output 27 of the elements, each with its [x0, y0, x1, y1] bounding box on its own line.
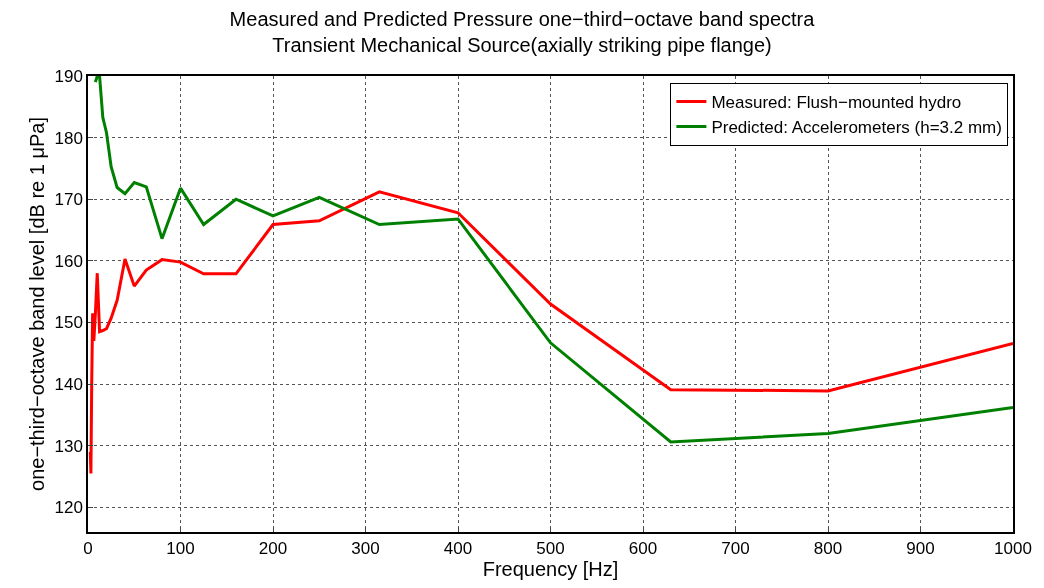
x-tick-label: 200: [258, 539, 288, 559]
chart-subtitle: Transient Mechanical Source(axially striking pipe flange): [272, 34, 772, 57]
x-axis-title: Frequency [Hz]: [482, 558, 619, 581]
x-tick-label: 300: [351, 539, 380, 559]
line-series: [88, 190, 1013, 475]
x-tick-label: 900: [906, 539, 935, 559]
x-tick-label: 400: [443, 539, 473, 559]
legend-label: Predicted: Accelerometers (h=3.2 mm): [711, 118, 1002, 138]
x-tick-label: 800: [813, 539, 843, 559]
y-tick-label: 130: [54, 436, 83, 456]
y-axis-title: one−third−octave band level [dB re 1 μPa]: [26, 117, 49, 491]
y-tick-label: 190: [54, 66, 83, 86]
x-tick-label: 1000: [994, 539, 1032, 559]
x-tick-label: 500: [536, 539, 565, 559]
legend-label: Measured: Flush−mounted hydro: [711, 93, 962, 113]
y-tick-label: 150: [54, 313, 83, 333]
y-tick-label: 160: [54, 251, 83, 271]
x-tick-label: 0: [83, 539, 93, 559]
y-tick-label: 170: [54, 190, 83, 210]
y-tick-label: 120: [54, 498, 83, 518]
chart-title: Measured and Predicted Pressure one−third−octave band spectra: [229, 8, 816, 31]
x-tick-label: 600: [628, 539, 658, 559]
x-tick-label: 100: [166, 539, 195, 559]
y-tick-label: 180: [54, 128, 83, 148]
x-tick-label: 700: [721, 539, 750, 559]
y-tick-label: 140: [54, 375, 83, 395]
line-series: [93, 76, 1013, 444]
